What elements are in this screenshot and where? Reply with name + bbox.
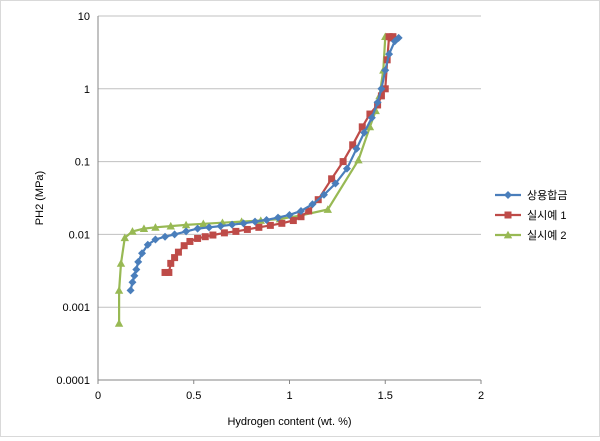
data-point bbox=[278, 220, 285, 227]
data-point bbox=[202, 233, 209, 240]
data-point bbox=[117, 259, 125, 267]
data-point bbox=[115, 286, 123, 294]
y-tick-label: 0.001 bbox=[62, 302, 90, 314]
grid-lines bbox=[98, 16, 481, 380]
series-line bbox=[131, 38, 399, 291]
data-point bbox=[244, 226, 251, 233]
legend-label: 실시예 2 bbox=[527, 229, 567, 242]
legend-label: 실시예 1 bbox=[527, 209, 567, 222]
axes bbox=[98, 16, 481, 380]
legend-marker bbox=[505, 212, 512, 219]
data-point bbox=[290, 217, 297, 224]
y-tick-label: 0.1 bbox=[75, 157, 90, 169]
x-tick-label: 1.5 bbox=[378, 390, 393, 402]
series-2 bbox=[115, 32, 390, 326]
data-point bbox=[130, 272, 138, 280]
legend-marker bbox=[504, 191, 512, 199]
data-point bbox=[221, 229, 228, 236]
y-tick-labels: 0.0001 0.001 0.01 0.1 1 10 bbox=[56, 11, 90, 387]
data-point bbox=[194, 235, 201, 242]
data-point bbox=[161, 233, 169, 241]
data-point bbox=[186, 238, 193, 245]
data-point bbox=[267, 222, 274, 229]
legend-item: 실시예 1 bbox=[495, 209, 567, 222]
series-line bbox=[119, 37, 385, 324]
x-tick-label: 2 bbox=[478, 390, 484, 402]
data-point bbox=[354, 156, 362, 164]
series-0 bbox=[127, 34, 403, 295]
data-point bbox=[171, 230, 179, 238]
data-point bbox=[134, 258, 142, 266]
legend-item: 상용합금 bbox=[495, 189, 567, 202]
x-tick-labels: 0 0.5 1 1.5 2 bbox=[95, 380, 484, 402]
data-point bbox=[132, 265, 140, 273]
data-point bbox=[127, 286, 135, 294]
x-tick-label: 0.5 bbox=[186, 390, 201, 402]
data-point bbox=[255, 224, 262, 231]
data-point bbox=[209, 232, 216, 239]
data-point bbox=[340, 158, 347, 165]
y-tick-label: 0.0001 bbox=[56, 375, 90, 387]
x-tick-label: 1 bbox=[286, 390, 292, 402]
y-axis-title: PH2 (MPa) bbox=[34, 171, 46, 225]
x-axis-title: Hydrogen content (wt. %) bbox=[227, 416, 351, 428]
legend: 상용합금실시예 1 실시예 2 bbox=[495, 189, 567, 242]
series bbox=[115, 32, 403, 326]
legend-item: 실시예 2 bbox=[495, 229, 567, 242]
data-point bbox=[165, 269, 172, 276]
data-point bbox=[175, 249, 182, 256]
y-tick-label: 0.01 bbox=[69, 229, 90, 241]
data-point bbox=[128, 278, 136, 286]
x-tick-label: 0 bbox=[95, 390, 101, 402]
y-tick-label: 10 bbox=[78, 11, 90, 23]
data-point bbox=[115, 319, 123, 327]
legend-label: 상용합금 bbox=[527, 189, 567, 202]
data-point bbox=[232, 228, 239, 235]
y-tick-label: 1 bbox=[84, 84, 90, 96]
